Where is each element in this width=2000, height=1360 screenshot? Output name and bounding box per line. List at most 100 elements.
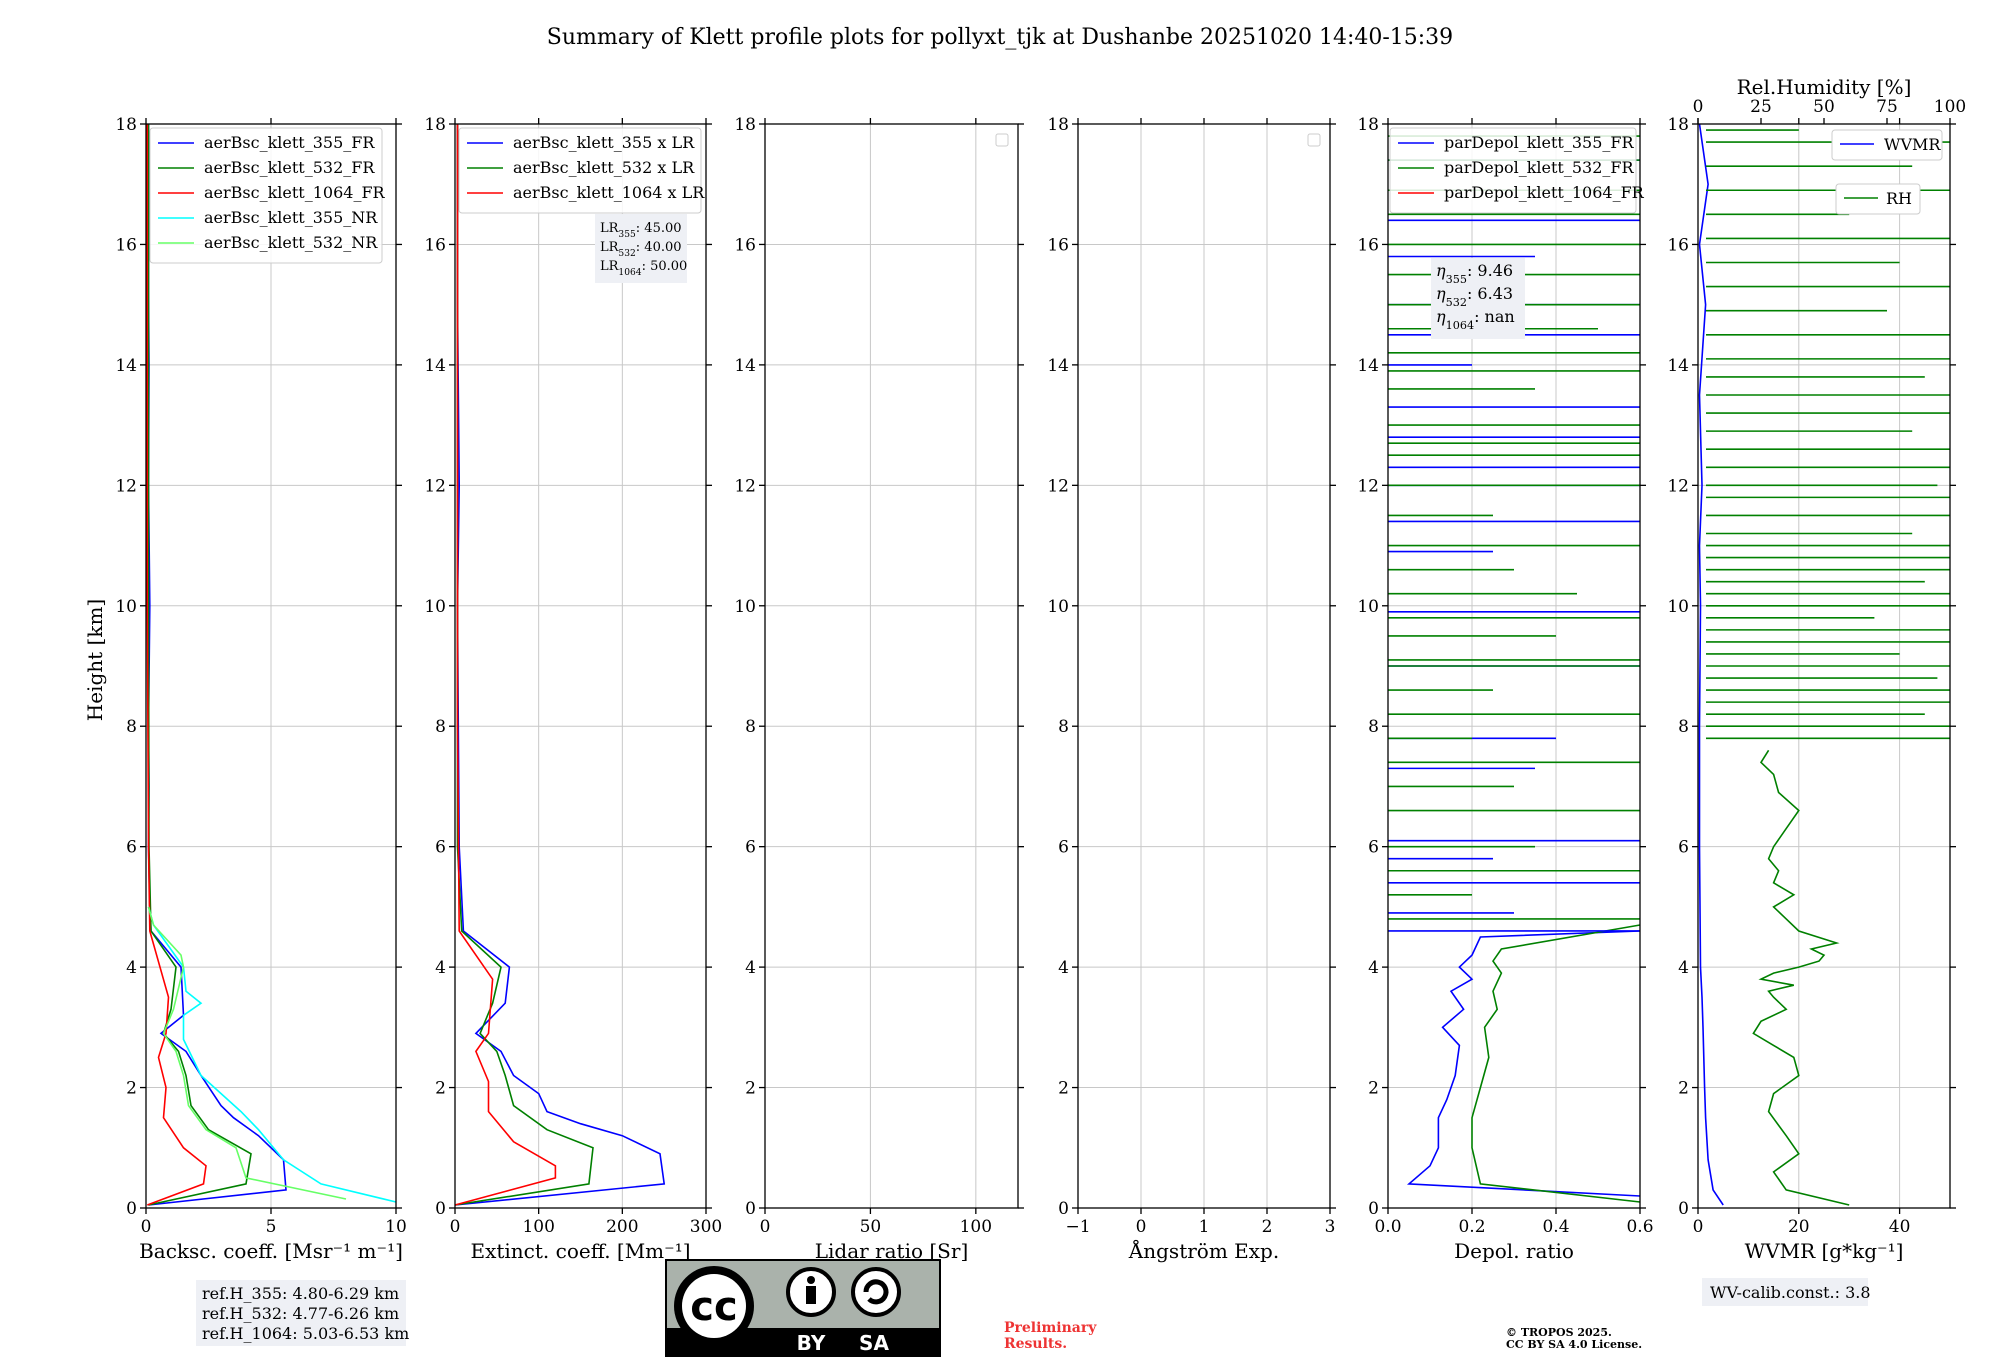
- y-tick-label: 12: [115, 476, 137, 496]
- y-tick-label: 16: [424, 235, 446, 255]
- panel-dep: 0 2 4 6 8 10 12 14 16 18 0.0 0.2 0.4 0.6 Depol. ratio p…: [1357, 115, 1653, 1263]
- annotation-line: LR532: 40.00: [600, 240, 682, 259]
- annotation-line: LR355: 45.00: [600, 221, 682, 240]
- series-line-aerBsc_klett_532_NR: [147, 906, 347, 1200]
- series-line-aerBsc_klett_355_NR: [147, 906, 397, 1203]
- x-tick-label: 20: [1788, 1217, 1810, 1237]
- y-tick-label: 18: [1357, 115, 1379, 135]
- y-tick-label: 18: [734, 115, 756, 135]
- legend-entry: WVMR: [1884, 135, 1941, 154]
- license-sa: SA: [859, 1331, 889, 1355]
- series-line-RH: [1752, 749, 1850, 1206]
- series-line-WVMR: [1698, 123, 1724, 1206]
- y-tick-label: 4: [435, 958, 446, 978]
- y-tick-label: 2: [1368, 1079, 1379, 1099]
- legend: aerBsc_klett_355 x LR aerBsc_klett_532 x …: [458, 127, 705, 214]
- series-line-parDepol_klett_532_FR: [1471, 924, 1641, 1203]
- y-tick-label: 16: [1667, 235, 1689, 255]
- axes-frame: [764, 123, 1019, 1209]
- y-tick-label: 16: [1357, 235, 1379, 255]
- x-tick-label: 300: [690, 1217, 722, 1237]
- series-line-aerBsc_klett_532 x LR: [454, 124, 594, 1206]
- legend-entry: aerBsc_klett_355 x LR: [513, 133, 695, 152]
- y-tick-label: 6: [126, 838, 137, 858]
- sa-share-icon: [851, 1267, 901, 1317]
- y-tick-label: 10: [734, 597, 756, 617]
- y-tick-label: 6: [435, 838, 446, 858]
- y-tick-label: 12: [1047, 476, 1069, 496]
- preliminary-line2: Results.: [1004, 1336, 1067, 1352]
- y-tick-label: 14: [734, 356, 756, 376]
- x-axis-label: Ångström Exp.: [1128, 1238, 1279, 1263]
- y-tick-label: 8: [435, 717, 446, 737]
- legend-entry: RH: [1886, 189, 1912, 208]
- cc-text: cc: [690, 1284, 737, 1330]
- y-tick-label: 6: [1058, 838, 1069, 858]
- x-tick-label: 40: [1889, 1217, 1911, 1237]
- y-tick-label: 2: [435, 1079, 446, 1099]
- y-tick-label: 12: [1357, 476, 1379, 496]
- y-tick-label: 12: [734, 476, 756, 496]
- x-tick-label: 0.4: [1542, 1217, 1569, 1237]
- x-tick-label: 0: [760, 1217, 771, 1237]
- x-tick-label: 0.0: [1374, 1217, 1401, 1237]
- x-tick-label: 0: [141, 1217, 152, 1237]
- ref-height-box: ref.H_355: 4.80-6.29 km ref.H_532: 4.77-…: [196, 1280, 409, 1346]
- y-tick-label: 14: [1667, 356, 1689, 376]
- x-tick-label: 0.2: [1458, 1217, 1485, 1237]
- annotation-line: η1064: nan: [1436, 307, 1515, 332]
- top-x-tick-label: 25: [1750, 97, 1772, 117]
- y-tick-label: 2: [1058, 1079, 1069, 1099]
- copyright-line2: CC BY SA 4.0 License.: [1506, 1338, 1642, 1351]
- y-tick-label: 16: [1047, 235, 1069, 255]
- legend-entry: parDepol_klett_355_FR: [1444, 133, 1635, 152]
- x-tick-label: 0: [1693, 1217, 1704, 1237]
- wv-calib-box: WV-calib.const.: 3.8: [1702, 1278, 1871, 1306]
- y-tick-label: 6: [1678, 838, 1689, 858]
- legend-entry: aerBsc_klett_532 x LR: [513, 158, 695, 177]
- y-tick-label: 14: [1357, 356, 1379, 376]
- y-tick-label: 8: [126, 717, 137, 737]
- x-tick-label: 1: [1199, 1217, 1210, 1237]
- top-x-axis-label: Rel.Humidity [%]: [1737, 75, 1912, 99]
- y-tick-label: 8: [1058, 717, 1069, 737]
- x-axis-label: Depol. ratio: [1454, 1239, 1574, 1263]
- legend-entry: parDepol_klett_1064_FR: [1444, 183, 1645, 202]
- x-tick-label: 200: [606, 1217, 638, 1237]
- y-tick-label: 12: [1667, 476, 1689, 496]
- y-tick-label: 10: [1357, 597, 1379, 617]
- y-tick-label: 0: [126, 1199, 137, 1219]
- y-axis-label: Height [km]: [83, 599, 107, 721]
- y-tick-label: 4: [1058, 958, 1069, 978]
- y-tick-label: 14: [115, 356, 137, 376]
- annotation-line: LR1064: 50.00: [600, 259, 687, 278]
- x-tick-label: 0.6: [1626, 1217, 1653, 1237]
- y-tick-label: 10: [115, 597, 137, 617]
- x-tick-label: 100: [960, 1217, 992, 1237]
- legend-entry: aerBsc_klett_1064 x LR: [513, 183, 705, 202]
- y-tick-label: 12: [424, 476, 446, 496]
- x-tick-label: 0: [1136, 1217, 1147, 1237]
- cc-license-badge: cc BY SA: [665, 1259, 941, 1357]
- ref-height-355: ref.H_355: 4.80-6.29 km: [202, 1284, 399, 1303]
- y-tick-label: 4: [126, 958, 137, 978]
- y-tick-label: 10: [424, 597, 446, 617]
- y-tick-label: 0: [435, 1199, 446, 1219]
- wv-calib-const: WV-calib.const.: 3.8: [1710, 1283, 1871, 1302]
- series-line-aerBsc_klett_355 x LR: [454, 124, 666, 1206]
- legend-entry: aerBsc_klett_1064_FR: [204, 183, 386, 202]
- y-tick-label: 6: [745, 838, 756, 858]
- x-tick-label: 2: [1262, 1217, 1273, 1237]
- y-tick-label: 0: [1058, 1199, 1069, 1219]
- legend: parDepol_klett_355_FR parDepol_klett_532_…: [1389, 127, 1645, 214]
- top-x-tick-label: 75: [1876, 97, 1898, 117]
- y-tick-label: 14: [1047, 356, 1069, 376]
- y-tick-label: 4: [1368, 958, 1379, 978]
- y-tick-label: 0: [1368, 1199, 1379, 1219]
